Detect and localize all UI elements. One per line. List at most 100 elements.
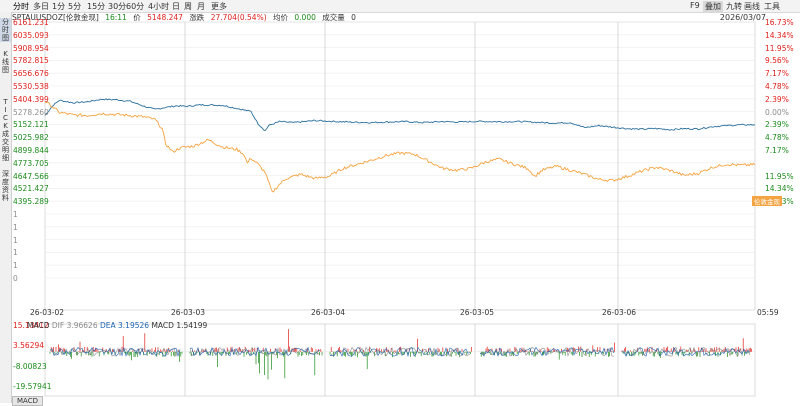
macd-panel-frame [44, 323, 756, 397]
period-tab-4[interactable]: 15分 [87, 2, 106, 11]
y-tick-right: 4.78% [765, 133, 789, 143]
volume-value: 0 [351, 13, 356, 22]
y-tick-right: 9.56% [765, 56, 789, 66]
price-series-line-1 [44, 101, 756, 193]
toolbar-button-2[interactable]: 九转 [726, 2, 742, 11]
period-tab-7[interactable]: 4小时 [148, 2, 170, 11]
quote-time: 16:11 [105, 13, 127, 22]
toolbar-button-1[interactable]: 叠加 [703, 1, 723, 12]
x-tick-label: 26-03-06 [602, 308, 637, 317]
macd-dea-line [329, 346, 471, 358]
y-tick-left: 4773.705 [13, 158, 49, 168]
y-tick-right: 0.00% [765, 107, 789, 117]
period-tab-1[interactable]: 多日 [33, 2, 49, 11]
quote-info-bar: SPTAUUSDOZ[伦敦金现] 16:11 价 5148.247 涨跌 27.… [12, 12, 360, 22]
toolbar-button-0[interactable]: F9 [690, 1, 700, 10]
y-tick-left: 1 [13, 235, 18, 245]
period-tab-0[interactable]: 分时 [13, 2, 29, 11]
y-tick-right: 11.95% [765, 43, 794, 53]
indicator-tab-macd[interactable]: MACD [12, 396, 43, 406]
macd-y-tick: -8.00823 [13, 361, 47, 371]
period-tab-8[interactable]: 日 [172, 2, 180, 11]
macd-dea-line [621, 347, 751, 357]
y-tick-left: 1 [13, 248, 18, 258]
y-tick-left: 6035.093 [13, 30, 49, 40]
price-label: 价 [133, 13, 141, 22]
dif-label: DIF [51, 321, 65, 330]
sidebar-item-0[interactable]: 分时图 [0, 18, 11, 42]
x-tick-label: 05:59 [757, 308, 779, 317]
change-label: 涨跌 [189, 13, 205, 22]
series-price-tag: 伦敦金现 [752, 196, 782, 206]
y-tick-right: 7.17% [765, 146, 789, 155]
macd-y-tick: -19.57941 [13, 382, 52, 392]
macd-y-tick: 3.56294 [13, 341, 45, 351]
period-tab-9[interactable]: 周 [184, 2, 192, 11]
period-tab-10[interactable]: 月 [197, 2, 205, 11]
y-tick-right: 7.17% [765, 69, 789, 79]
y-tick-left: 5656.676 [13, 69, 49, 79]
macd-dif-line [621, 346, 751, 357]
macd-dea-line [480, 346, 615, 357]
y-tick-left: 5152.121 [13, 120, 49, 130]
y-tick-left: 1 [13, 261, 18, 271]
dif-value: 3.96626 [66, 321, 98, 330]
period-tab-2[interactable]: 1分 [52, 2, 66, 11]
y-tick-left: 4899.844 [13, 146, 49, 155]
macd-value: 1.54199 [176, 321, 208, 330]
y-tick-left: 5530.538 [13, 82, 49, 91]
price-value: 5148.247 [147, 13, 183, 22]
y-tick-right: 14.34% [765, 184, 794, 194]
sidebar-item-3[interactable]: 成交明细 [2, 130, 9, 162]
x-tick-label: 26-03-05 [460, 308, 495, 317]
y-tick-left: 1 [13, 222, 18, 232]
y-tick-right: 16.73% [765, 18, 794, 27]
y-tick-left: 5782.815 [13, 56, 49, 66]
sidebar-item-4[interactable]: 深度资料 [2, 170, 9, 202]
y-tick-right: 2.39% [765, 94, 789, 104]
toolbar-button-4[interactable]: 工具 [764, 2, 780, 11]
change-value: 27.704(0.54%) [210, 13, 267, 22]
dea-label: DEA [99, 321, 116, 330]
toolbar-button-3[interactable]: 画线 [744, 2, 760, 11]
x-tick-label: 26-03-03 [171, 308, 206, 317]
y-tick-left: 0 [13, 274, 18, 283]
dea-value: 3.19526 [118, 321, 150, 330]
avg-value: 0.000 [294, 13, 316, 22]
y-tick-left: 4395.289 [13, 197, 49, 207]
x-tick-label: 26-03-04 [311, 308, 346, 317]
macd-dif-line [329, 346, 471, 358]
period-tab-6[interactable]: 60分 [126, 2, 145, 11]
x-tick-label: 26-03-02 [30, 308, 65, 317]
y-tick-right: 2.39% [765, 120, 789, 130]
chart-date: 2026/03/07 [719, 13, 766, 22]
period-tab-11[interactable]: 更多 [211, 2, 227, 11]
macd-dea-line [49, 346, 181, 358]
y-tick-left: 4647.566 [13, 171, 49, 181]
y-tick-right: 14.34% [765, 30, 794, 40]
period-tab-5[interactable]: 30分 [108, 2, 127, 11]
symbol-name: SPTAUUSDOZ[伦敦金现] [12, 13, 99, 22]
macd-info-bar: MACD DIF 3.96626 DEA 3.19526 MACD 1.5419… [27, 321, 207, 330]
y-tick-right: 11.95% [765, 171, 794, 181]
y-tick-left: 1 [13, 210, 18, 219]
y-tick-left: 5278.260 [13, 107, 49, 117]
y-tick-left: 4521.427 [13, 184, 49, 194]
macd-y-tick: 15.13412 [13, 321, 49, 330]
macd-dea-line [189, 346, 321, 357]
avg-label: 均价 [273, 13, 289, 22]
y-tick-right: 4.78% [765, 82, 789, 91]
period-tab-3[interactable]: 5分 [68, 2, 82, 11]
volume-label: 成交量 [322, 13, 345, 22]
y-tick-left: 5025.982 [13, 133, 49, 143]
macd-label: MACD [151, 321, 174, 330]
y-tick-left: 6161.231 [13, 18, 49, 27]
y-tick-left: 5404.399 [13, 94, 49, 104]
period-toolbar [0, 0, 800, 13]
price-series-line-0 [44, 98, 756, 132]
macd-title: MACD [27, 321, 50, 330]
